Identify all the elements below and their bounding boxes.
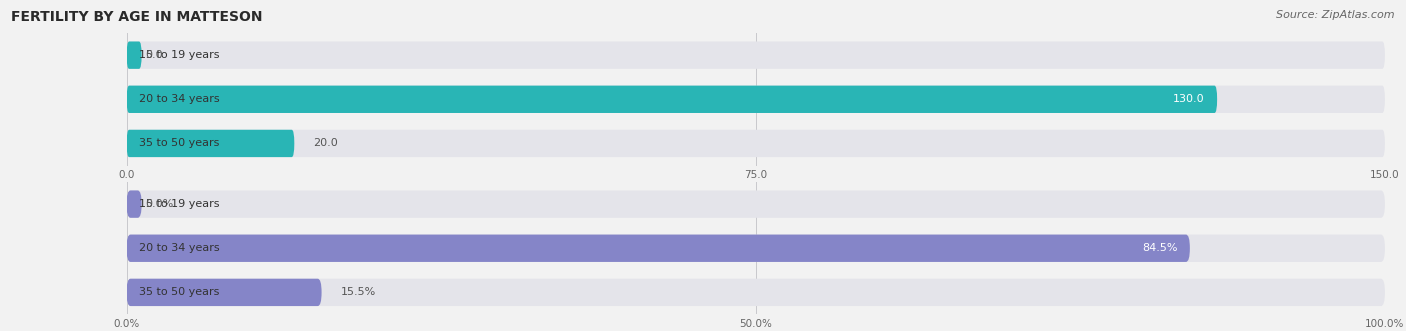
Text: 15 to 19 years: 15 to 19 years — [139, 199, 219, 209]
Text: Source: ZipAtlas.com: Source: ZipAtlas.com — [1277, 10, 1395, 20]
FancyBboxPatch shape — [127, 190, 1385, 218]
FancyBboxPatch shape — [127, 86, 1218, 113]
FancyBboxPatch shape — [127, 235, 1385, 262]
FancyBboxPatch shape — [127, 41, 1385, 69]
Text: 130.0: 130.0 — [1173, 94, 1205, 104]
Text: 35 to 50 years: 35 to 50 years — [139, 287, 219, 297]
FancyBboxPatch shape — [127, 235, 1189, 262]
Text: FERTILITY BY AGE IN MATTESON: FERTILITY BY AGE IN MATTESON — [11, 10, 263, 24]
FancyBboxPatch shape — [127, 190, 142, 218]
Text: 15 to 19 years: 15 to 19 years — [139, 50, 219, 60]
FancyBboxPatch shape — [127, 279, 322, 306]
FancyBboxPatch shape — [127, 41, 142, 69]
FancyBboxPatch shape — [127, 130, 294, 157]
Text: 0.0: 0.0 — [145, 50, 163, 60]
Text: 20 to 34 years: 20 to 34 years — [139, 243, 219, 253]
Text: 20 to 34 years: 20 to 34 years — [139, 94, 219, 104]
FancyBboxPatch shape — [127, 86, 1385, 113]
Text: 0.0%: 0.0% — [145, 199, 174, 209]
Text: 84.5%: 84.5% — [1142, 243, 1177, 253]
FancyBboxPatch shape — [127, 279, 1385, 306]
Text: 15.5%: 15.5% — [340, 287, 375, 297]
Text: 20.0: 20.0 — [314, 138, 337, 148]
FancyBboxPatch shape — [127, 130, 1385, 157]
Text: 35 to 50 years: 35 to 50 years — [139, 138, 219, 148]
